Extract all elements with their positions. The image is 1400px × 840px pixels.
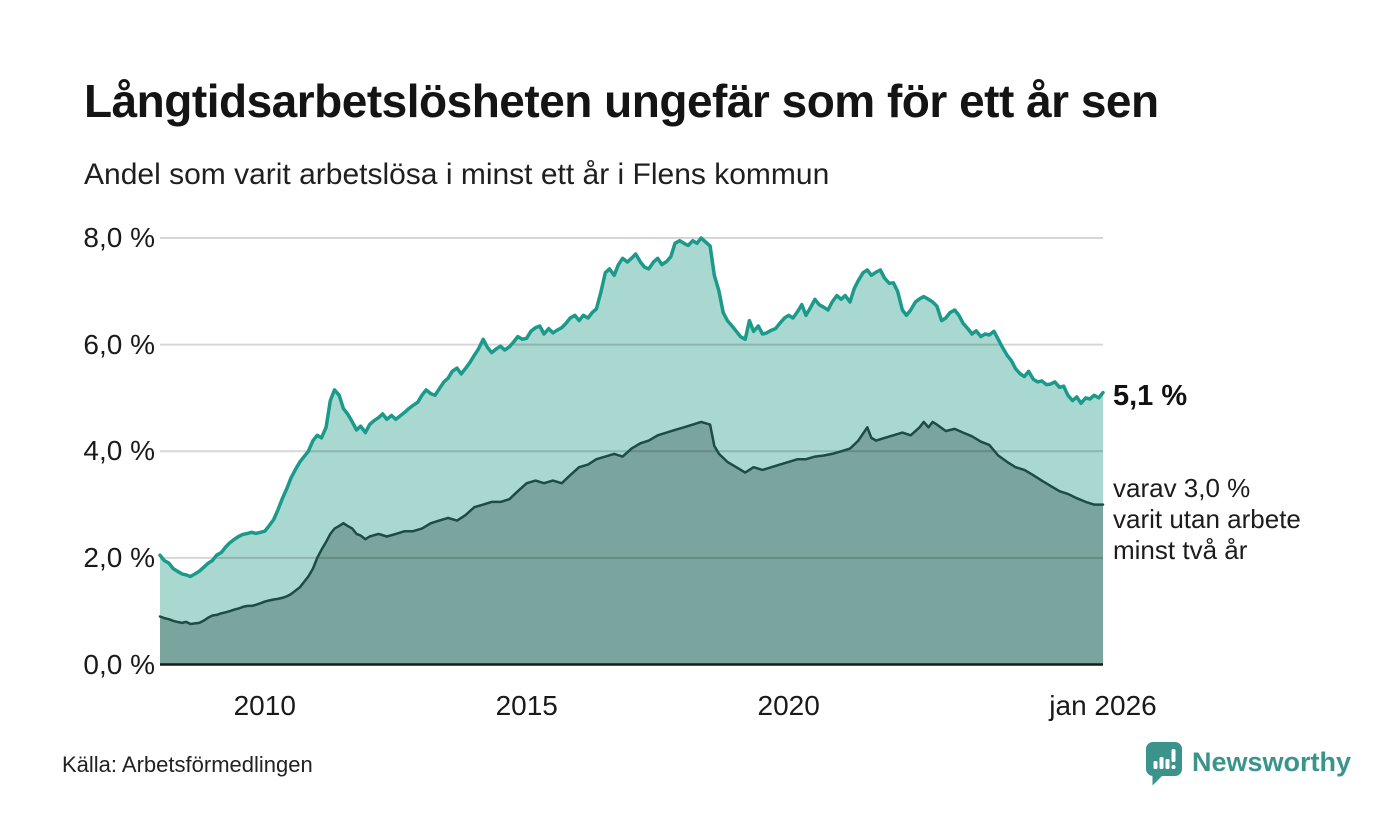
y-tick-00: 0,0 % (83, 648, 155, 680)
area-fill-2yr (160, 421, 1103, 665)
source-note: Källa: Arbetsförmedlingen (62, 752, 313, 777)
logo-bar-2 (1159, 757, 1164, 769)
secondary-annotation-line2: varit utan arbete (1113, 504, 1301, 534)
logo-bar-3 (1165, 759, 1170, 769)
x-tick-2026: jan 2026 (1049, 690, 1157, 721)
series-line-1yr (158, 236, 1105, 579)
logo-bar-1 (1153, 761, 1158, 769)
x-tick-2015: 2015 (495, 690, 558, 721)
logo-exclamation-stem (1171, 749, 1176, 762)
x-tick-2020: 2020 (757, 690, 820, 721)
secondary-annotation-line3: minst två år (1113, 535, 1248, 565)
y-tick-20: 2,0 % (83, 541, 155, 573)
newsworthy-logo-icon (1146, 742, 1182, 786)
page-subtitle: Andel som varit arbetslösa i minst ett å… (84, 158, 830, 191)
secondary-annotation-line1: varav 3,0 % (1113, 473, 1251, 503)
y-tick-60: 6,0 % (83, 328, 155, 360)
series-line-2yr (158, 420, 1105, 626)
page-title: Långtidsarbetslösheten ungefär som för e… (84, 75, 1159, 127)
logo-bubble (1146, 742, 1182, 786)
newsworthy-logo-text: Newsworthy (1192, 747, 1352, 777)
y-tick-40: 4,0 % (83, 435, 155, 467)
x-tick-2010: 2010 (233, 690, 296, 721)
logo-exclamation-dot (1171, 765, 1176, 769)
latest-value-label: 5,1 % (1113, 380, 1188, 412)
y-tick-80: 8,0 % (83, 222, 155, 253)
secondary-annotation: varav 3,0 % varit utan arbete minst två … (1113, 473, 1301, 566)
